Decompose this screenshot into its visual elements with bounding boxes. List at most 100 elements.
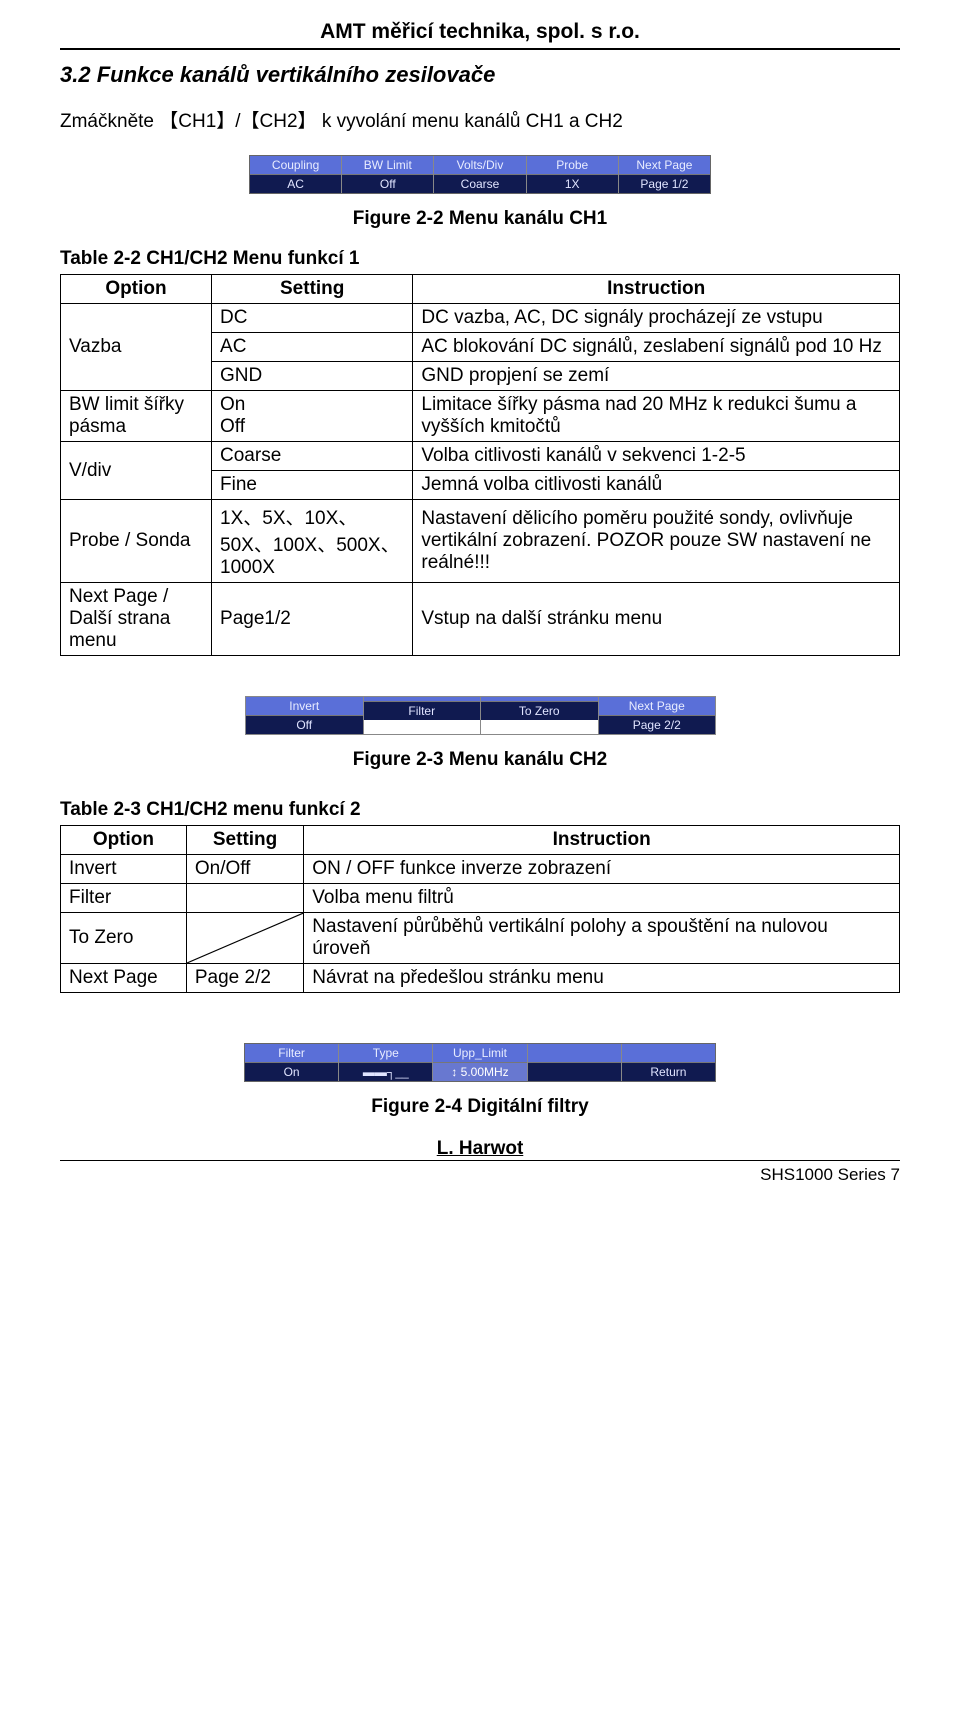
cell-instr: Nastavení půrůběhů vertikální polohy a s… — [304, 913, 900, 964]
menu-cell: Upp_Limit ↕ 5.00MHz — [433, 1044, 527, 1081]
menu-cell: To Zero — [480, 696, 599, 735]
th-option: Option — [61, 826, 187, 855]
menu-bot: ▬▬┐__ — [339, 1063, 432, 1081]
menu-bot: Filter — [364, 702, 481, 720]
figure-caption-22: Figure 2-2 Menu kanálu CH1 — [60, 208, 900, 230]
cell-setting: Coarse — [212, 442, 413, 471]
menu-strip-filter: Filter On Type ▬▬┐__ Upp_Limit ↕ 5.00MHz… — [244, 1043, 716, 1082]
table-row: Next Page Page 2/2 Návrat na předešlou s… — [61, 964, 900, 993]
footer-rule — [60, 1160, 900, 1161]
menu-strip-ch2: Invert Off Filter To Zero Next Page Page… — [245, 696, 715, 735]
footer-page-number: SHS1000 Series 7 — [60, 1165, 900, 1185]
table-header-row: Option Setting Instruction — [61, 275, 900, 304]
menu-cell: Type ▬▬┐__ — [339, 1044, 433, 1081]
cell-instr: Jemná volba citlivosti kanálů — [413, 471, 900, 500]
cell-instr: AC blokování DC signálů, zeslabení signá… — [413, 333, 900, 362]
menu-bot: To Zero — [481, 702, 598, 720]
cell-setting: GND — [212, 362, 413, 391]
menu-top — [528, 1044, 621, 1063]
table-22: Option Setting Instruction Vazba DC DC v… — [60, 274, 900, 656]
cell-instr: Volba menu filtrů — [304, 884, 900, 913]
cell-option: Invert — [61, 855, 187, 884]
company-header: AMT měřicí technika, spol. s r.o. — [60, 20, 900, 44]
menu-cell: Return — [622, 1044, 715, 1081]
menu-cell: Filter On — [245, 1044, 339, 1081]
figure-caption-24: Figure 2-4 Digitální filtry — [60, 1096, 900, 1118]
menu-bot: 1X — [527, 175, 618, 193]
cell-setting: Page 2/2 — [186, 964, 303, 993]
th-instruction: Instruction — [304, 826, 900, 855]
cell-instr: Volba citlivosti kanálů v sekvenci 1-2-5 — [413, 442, 900, 471]
diagonal-line-icon — [187, 913, 303, 963]
table-row: BW limit šířky pásma On Off Limitace šíř… — [61, 391, 900, 442]
menu-cell: Coupling AC — [250, 156, 342, 193]
cell-setting: DC — [212, 304, 413, 333]
menu-top: BW Limit — [342, 156, 433, 175]
cell-setting — [186, 884, 303, 913]
table-row: Next Page / Další strana menu Page1/2 Vs… — [61, 583, 900, 656]
cell-option: Next Page — [61, 964, 187, 993]
cell-instr: Vstup na další stránku menu — [413, 583, 900, 656]
menu-top: Next Page — [619, 156, 710, 175]
table-row: Invert On/Off ON / OFF funkce inverze zo… — [61, 855, 900, 884]
menu-bot — [528, 1063, 621, 1081]
cell-setting: 1X、5X、10X、50X、100X、500X、1000X — [212, 500, 413, 583]
cell-instr: ON / OFF funkce inverze zobrazení — [304, 855, 900, 884]
cell-instr: Návrat na předešlou stránku menu — [304, 964, 900, 993]
cell-instr: DC vazba, AC, DC signály procházejí ze v… — [413, 304, 900, 333]
cell-diagonal — [186, 913, 303, 964]
cell-setting: On/Off — [186, 855, 303, 884]
table-row: Filter Volba menu filtrů — [61, 884, 900, 913]
header-rule — [60, 48, 900, 50]
menu-bot: Page 2/2 — [599, 716, 716, 734]
th-instruction: Instruction — [413, 275, 900, 304]
menu-bot: AC — [250, 175, 341, 193]
section-intro: Zmáčkněte 【CH1】/【CH2】 k vyvolání menu ka… — [60, 106, 900, 133]
table-22-title: Table 2-2 CH1/CH2 Menu funkcí 1 — [60, 248, 900, 270]
cell-setting: On Off — [212, 391, 413, 442]
cell-instr: Limitace šířky pásma nad 20 MHz k redukc… — [413, 391, 900, 442]
menu-cell: Volts/Div Coarse — [434, 156, 526, 193]
th-option: Option — [61, 275, 212, 304]
menu-top: Filter — [245, 1044, 338, 1063]
menu-bot: Page 1/2 — [619, 175, 710, 193]
menu-cell: Invert Off — [245, 696, 364, 735]
menu-bot: On — [245, 1063, 338, 1081]
footer-author: L. Harwot — [60, 1138, 900, 1160]
cell-setting: AC — [212, 333, 413, 362]
th-setting: Setting — [186, 826, 303, 855]
cell-setting: Page1/2 — [212, 583, 413, 656]
cell-option-nextpage: Next Page / Další strana menu — [61, 583, 212, 656]
menu-cell: Probe 1X — [527, 156, 619, 193]
menu-bot: Off — [246, 716, 363, 734]
menu-top — [622, 1044, 715, 1063]
cell-instr: GND propjení se zemí — [413, 362, 900, 391]
cell-option-bwlimit: BW limit šířky pásma — [61, 391, 212, 442]
figure-caption-23: Figure 2-3 Menu kanálu CH2 — [60, 749, 900, 771]
menu-top: Probe — [527, 156, 618, 175]
table-23: Option Setting Instruction Invert On/Off… — [60, 825, 900, 993]
menu-cell — [528, 1044, 622, 1081]
menu-cell: Filter — [363, 696, 482, 735]
table-row: V/div Coarse Volba citlivosti kanálů v s… — [61, 442, 900, 471]
cell-setting: Fine — [212, 471, 413, 500]
section-title: 3.2 Funkce kanálů vertikálního zesilovač… — [60, 62, 900, 88]
menu-top: Upp_Limit — [433, 1044, 526, 1063]
table-header-row: Option Setting Instruction — [61, 826, 900, 855]
table-row: Vazba DC DC vazba, AC, DC signály prochá… — [61, 304, 900, 333]
cell-instr: Nastavení dělicího poměru použité sondy,… — [413, 500, 900, 583]
cell-option: Filter — [61, 884, 187, 913]
cell-option-probe: Probe / Sonda — [61, 500, 212, 583]
menu-top: Invert — [246, 697, 363, 716]
menu-bot: Return — [622, 1063, 715, 1081]
menu-top: Type — [339, 1044, 432, 1063]
cell-option: To Zero — [61, 913, 187, 964]
th-setting: Setting — [212, 275, 413, 304]
menu-bot: Off — [342, 175, 433, 193]
table-23-title: Table 2-3 CH1/CH2 menu funkcí 2 — [60, 799, 900, 821]
cell-option-vdiv: V/div — [61, 442, 212, 500]
menu-cell: Next Page Page 2/2 — [598, 696, 717, 735]
menu-top: Next Page — [599, 697, 716, 716]
table-row: To Zero Nastavení půrůběhů vertikální po… — [61, 913, 900, 964]
table-row: Probe / Sonda 1X、5X、10X、50X、100X、500X、10… — [61, 500, 900, 583]
